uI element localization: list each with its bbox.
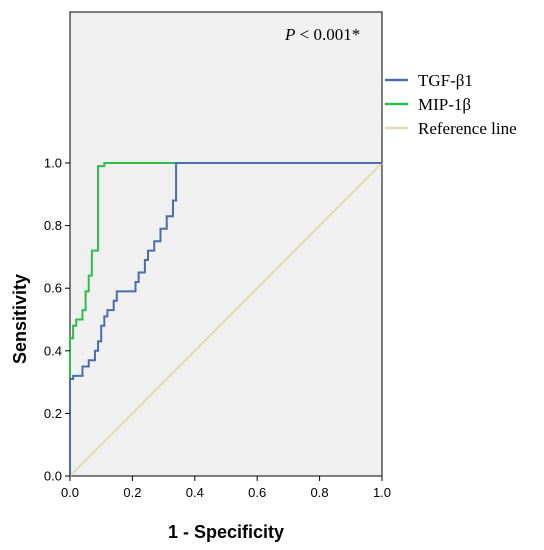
y-tick-label: 0.8 [44, 218, 62, 233]
x-tick-label: 0.2 [123, 485, 141, 500]
legend-label-mip-1: MIP-1β [418, 95, 471, 114]
series-line-mip-1 [69, 162, 382, 476]
series-layer [69, 162, 383, 477]
series-line-tgf-1 [69, 162, 382, 476]
x-axis-title: 1 - Specificity [168, 522, 284, 542]
y-axis-title: Sensitivity [10, 274, 30, 364]
x-tick-label: 0.8 [311, 485, 329, 500]
x-tick-label: 0.0 [61, 485, 79, 500]
p-value-rest: < 0.001* [295, 25, 360, 44]
x-tick-label: 0.4 [186, 485, 204, 500]
x-tick-label: 1.0 [373, 485, 391, 500]
y-tick-label: 0.2 [44, 406, 62, 421]
legend-label-tgf-1: TGF-β1 [418, 71, 473, 90]
y-tick-label: 0.6 [44, 281, 62, 296]
y-tick-label: 1.0 [44, 156, 62, 171]
y-tick-label: 0.0 [44, 469, 62, 484]
y-tick-label: 0.4 [44, 343, 62, 358]
p-value-italic: P [284, 25, 295, 44]
legend: TGF-β1 MIP-1β Reference line [385, 71, 517, 138]
x-tick-label: 0.6 [248, 485, 266, 500]
p-value-annotation: P < 0.001* [284, 25, 360, 44]
plot-background [69, 11, 383, 477]
axis-layer: 0.0 0.2 0.4 0.6 0.8 1.0 0.0 0.2 0.4 0.6 0.8 1.0 [44, 156, 391, 501]
legend-label-reference-line: Reference line [418, 119, 517, 138]
series-line-reference-line [69, 162, 383, 477]
